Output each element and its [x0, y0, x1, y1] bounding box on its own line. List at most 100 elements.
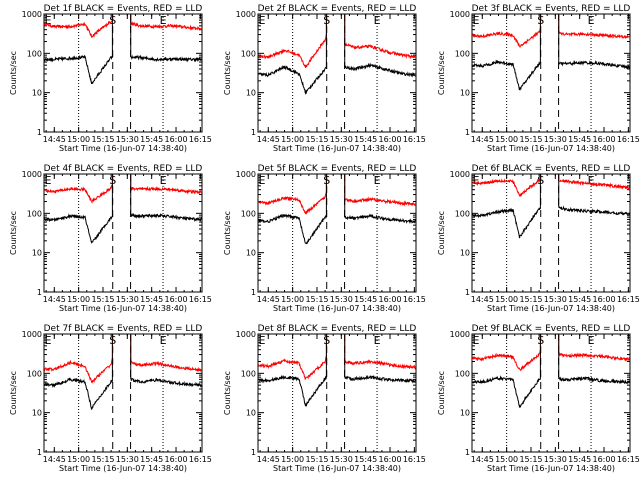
panel-1: Det 1f BLACK = Events, RED = LLD 1 10 100 10…	[9, 4, 212, 153]
events-line	[130, 212, 202, 222]
events-line	[258, 213, 327, 245]
x-tick-label: 15:30	[544, 455, 567, 464]
x-tick-label: 14:45	[471, 295, 494, 304]
lld-line	[344, 196, 416, 207]
x-tick-label: 16:00	[164, 455, 187, 464]
events-series	[258, 14, 416, 95]
y-tick-label: 100	[241, 369, 256, 378]
y-tick-label: 10	[32, 89, 42, 98]
panel-2: Det 2f BLACK = Events, RED = LLD 1 10 100 10…	[223, 4, 426, 153]
lld-line	[130, 21, 202, 31]
y-tick-label: 10	[32, 409, 42, 418]
time-marker-label: E	[374, 14, 381, 27]
events-series	[44, 334, 202, 411]
x-tick-label: 15:00	[281, 295, 304, 304]
panel-7: Det 7f BLACK = Events, RED = LLD 1 10 100 10…	[9, 324, 212, 473]
x-tick-label: 15:00	[67, 455, 90, 464]
events-line	[558, 376, 630, 385]
time-marker-label: E	[259, 14, 266, 27]
plot-frame	[471, 333, 631, 453]
time-marker-label: E	[473, 334, 480, 347]
x-tick-label: 15:30	[330, 295, 353, 304]
y-tick-label: 100	[27, 49, 42, 58]
y-tick-label: 10	[460, 249, 470, 258]
y-tick-label: 1	[251, 448, 256, 457]
x-tick-label: 15:30	[116, 135, 139, 144]
y-axis-label: Counts/sec	[437, 371, 446, 415]
x-tick-label: 15:15	[91, 455, 114, 464]
y-tick-label: 10	[460, 409, 470, 418]
x-tick-label: 15:00	[495, 295, 518, 304]
lld-line	[130, 185, 202, 196]
x-tick-label: 16:15	[403, 135, 426, 144]
panel-title: Det 1f BLACK = Events, RED = LLD	[44, 4, 203, 14]
y-tick-label: 100	[241, 209, 256, 218]
y-tick-label: 1	[465, 288, 470, 297]
x-tick-label: 16:00	[378, 295, 401, 304]
x-tick-label: 15:15	[91, 135, 114, 144]
x-tick-label: 16:00	[378, 455, 401, 464]
panel-3: Det 3f BLACK = Events, RED = LLD 1 10 100 10…	[437, 4, 640, 153]
time-marker-label: E	[588, 14, 595, 27]
x-tick-label: 16:00	[592, 455, 615, 464]
x-tick-label: 15:45	[140, 135, 163, 144]
x-tick-label: 16:00	[164, 295, 187, 304]
plot-frame	[43, 173, 203, 293]
panel-4: Det 4f BLACK = Events, RED = LLD 1 10 100 10…	[9, 164, 212, 313]
x-tick-label: 15:00	[67, 135, 90, 144]
x-axis-label: Start Time (16-Jun-07 14:38:40)	[273, 304, 401, 313]
lld-line	[44, 184, 113, 205]
events-line	[558, 59, 630, 70]
lld-line	[258, 191, 327, 215]
lld-series	[472, 174, 630, 197]
lld-series	[44, 14, 202, 38]
x-tick-label: 14:45	[257, 295, 280, 304]
time-marker-label: E	[160, 334, 167, 347]
lld-line	[130, 360, 202, 372]
events-line	[344, 374, 416, 384]
lld-line	[344, 42, 416, 60]
y-axis-label: Counts/sec	[223, 51, 232, 95]
x-tick-label: 15:15	[519, 135, 542, 144]
y-tick-label: 100	[241, 49, 256, 58]
lld-line	[558, 352, 630, 362]
lld-line	[558, 178, 630, 191]
events-line	[472, 59, 541, 91]
events-series	[44, 174, 202, 244]
events-line	[344, 213, 416, 225]
panel-title: Det 8f BLACK = Events, RED = LLD	[258, 324, 417, 334]
y-tick-label: 10	[460, 89, 470, 98]
x-tick-label: 16:15	[189, 455, 212, 464]
time-marker-label: E	[473, 14, 480, 27]
events-series	[472, 174, 630, 239]
time-marker-label: E	[160, 174, 167, 187]
x-tick-label: 16:15	[189, 135, 212, 144]
x-tick-label: 14:45	[257, 135, 280, 144]
x-tick-label: 15:30	[116, 295, 139, 304]
y-axis-label: Counts/sec	[9, 211, 18, 255]
lld-line	[558, 31, 630, 39]
y-tick-label: 1000	[236, 170, 256, 179]
lld-series	[258, 334, 416, 380]
y-tick-label: 100	[455, 369, 470, 378]
x-tick-label: 16:00	[378, 135, 401, 144]
y-axis-label: Counts/sec	[437, 51, 446, 95]
y-axis-label: Counts/sec	[223, 371, 232, 415]
x-tick-label: 15:15	[305, 455, 328, 464]
y-axis-label: Counts/sec	[437, 211, 446, 255]
x-tick-label: 14:45	[471, 135, 494, 144]
y-tick-label: 1000	[236, 10, 256, 19]
x-tick-label: 15:00	[281, 135, 304, 144]
x-tick-label: 15:15	[91, 295, 114, 304]
y-tick-label: 1	[251, 128, 256, 137]
y-tick-label: 100	[455, 49, 470, 58]
events-line	[44, 213, 113, 244]
panel-title: Det 2f BLACK = Events, RED = LLD	[258, 4, 417, 14]
events-line	[472, 375, 541, 408]
x-axis-label: Start Time (16-Jun-07 14:38:40)	[487, 464, 615, 473]
x-tick-label: 16:15	[403, 455, 426, 464]
lld-line	[258, 34, 327, 68]
events-series	[472, 334, 630, 408]
plot-frame	[257, 333, 417, 453]
